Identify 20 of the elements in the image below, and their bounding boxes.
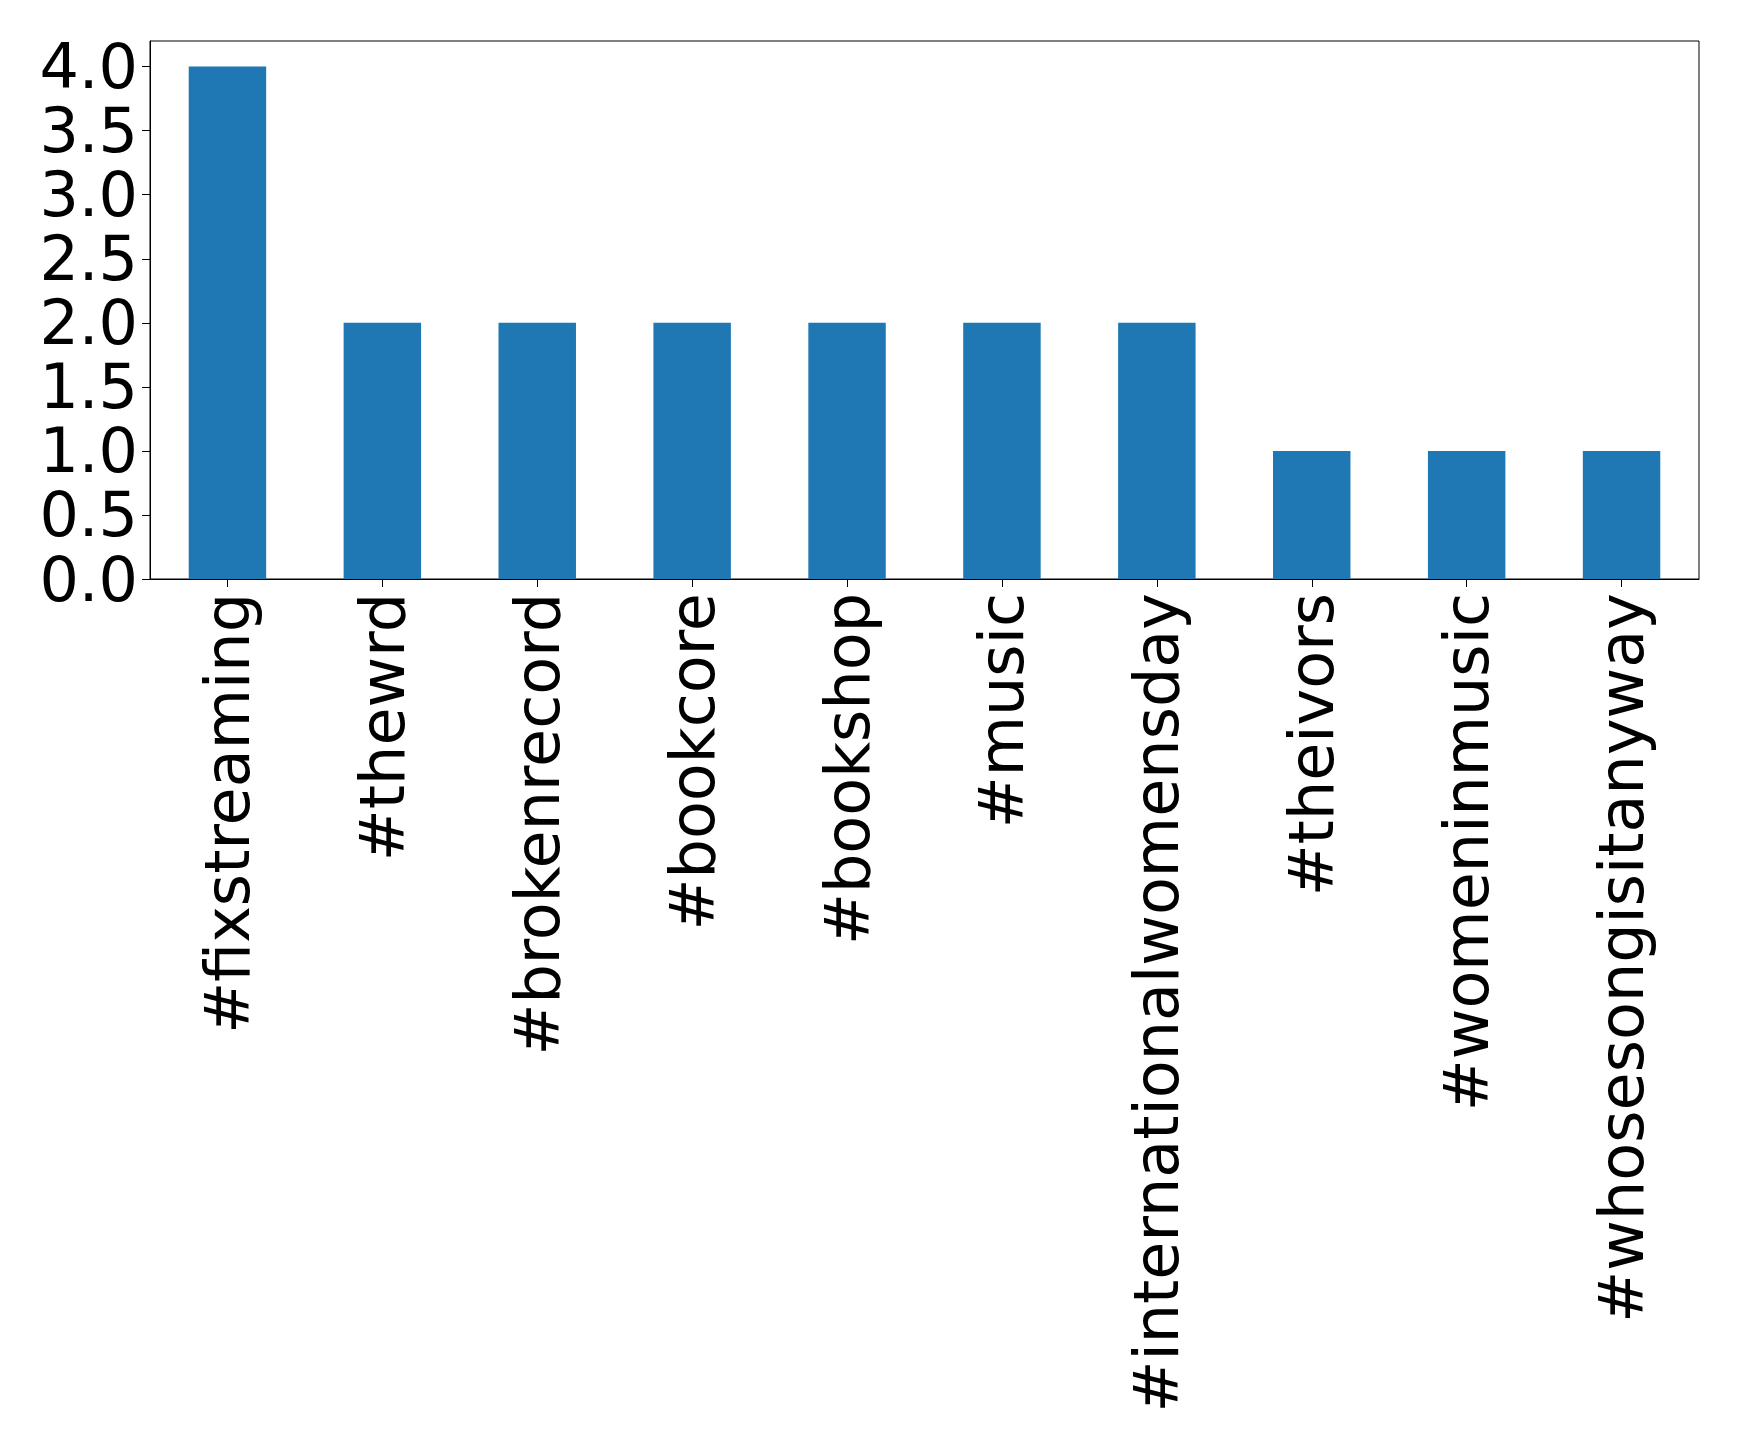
bar <box>343 322 422 579</box>
bar <box>1427 450 1506 579</box>
bar <box>808 322 886 579</box>
x-tick-label: #internationalwomensday <box>1120 593 1194 1413</box>
bar <box>498 322 576 579</box>
x-tick-label: #brokenrecord <box>500 593 574 1056</box>
bar <box>963 322 1041 579</box>
bar <box>188 66 267 579</box>
x-tick-label: #whosesongisitanyway <box>1585 593 1659 1323</box>
x-tick-label: #thewrd <box>345 593 419 862</box>
x-tick-label: #fixstreaming <box>190 593 264 1034</box>
bar <box>1118 322 1196 579</box>
x-tick-label: #bookcore <box>655 593 729 931</box>
bar <box>1582 450 1661 579</box>
bar <box>653 322 731 579</box>
x-tick-label: #bookshop <box>810 593 884 945</box>
bar <box>1273 450 1351 579</box>
x-tick-label: #music <box>965 593 1039 829</box>
x-tick-label: #womeninmusic <box>1430 593 1504 1112</box>
x-tick-label: #theivors <box>1275 593 1349 897</box>
